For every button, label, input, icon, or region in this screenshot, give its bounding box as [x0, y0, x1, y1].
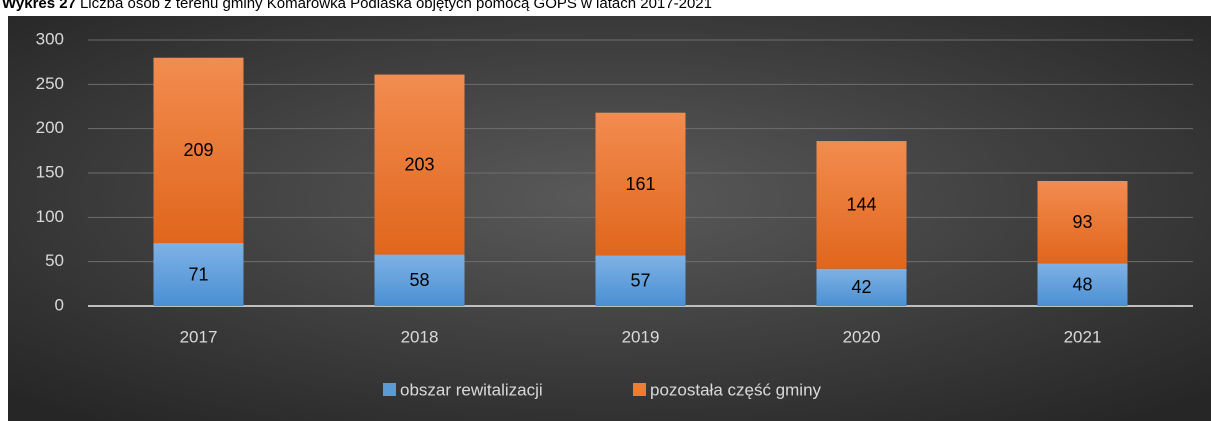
x-tick-label: 2019: [622, 327, 660, 346]
title-text: Liczba osób z terenu gminy Komarówka Pod…: [80, 0, 712, 12]
bar-segment: [595, 112, 686, 256]
data-label: 93: [1072, 212, 1092, 232]
data-label: 144: [846, 195, 876, 215]
x-tick-label: 2018: [401, 327, 439, 346]
legend-label: pozostała część gminy: [650, 380, 822, 399]
bar-segment: [1037, 180, 1128, 264]
bar-segment: [374, 254, 465, 306]
x-tick-label: 2021: [1064, 327, 1102, 346]
data-label: 161: [625, 174, 655, 194]
bar-segment: [153, 243, 244, 306]
y-tick-label: 150: [36, 162, 64, 181]
x-tick-label: 2020: [843, 327, 881, 346]
y-tick-label: 300: [36, 29, 64, 48]
y-tick-label: 50: [45, 251, 64, 270]
x-tick-label: 2017: [180, 327, 218, 346]
data-label: 71: [188, 264, 208, 284]
chart-title: Wykres 27 Liczba osób z terenu gminy Koma…: [2, 0, 712, 12]
data-label: 203: [404, 154, 434, 174]
data-label: 48: [1072, 274, 1092, 294]
y-tick-label: 200: [36, 118, 64, 137]
bar-segment: [1037, 263, 1128, 306]
y-tick-label: 0: [55, 295, 64, 314]
title-prefix: Wykres 27: [2, 0, 76, 12]
bar-segment: [816, 268, 907, 306]
bar-segment: [595, 255, 686, 306]
plot: 0 50 100 150 200 250 300 2017 71 209 2018 58 203 2019…: [36, 29, 1193, 399]
legend-swatch: [633, 383, 646, 396]
legend-swatch: [383, 383, 396, 396]
bar-segment: [374, 74, 465, 255]
y-tick-label: 100: [36, 207, 64, 226]
legend-label: obszar rewitalizacji: [400, 380, 543, 399]
y-tick-label: 250: [36, 74, 64, 93]
bar-segment: [153, 57, 244, 244]
data-label: 209: [183, 140, 213, 160]
bar-segment: [816, 141, 907, 269]
data-label: 57: [630, 270, 650, 290]
data-label: 58: [409, 270, 429, 290]
data-label: 42: [851, 277, 871, 297]
